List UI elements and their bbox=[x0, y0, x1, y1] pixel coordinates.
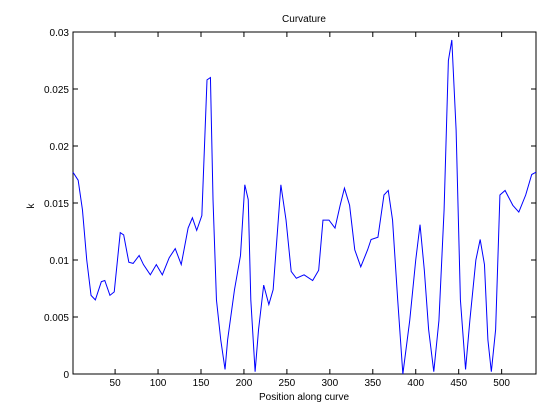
y-tick-label: 0.03 bbox=[50, 28, 70, 39]
x-tick-label: 300 bbox=[321, 378, 338, 389]
x-tick-label: 100 bbox=[150, 378, 167, 389]
data-line bbox=[72, 39, 537, 375]
x-tick-label: 500 bbox=[493, 378, 510, 389]
y-tick-label: 0 bbox=[63, 370, 69, 381]
x-tick-label: 50 bbox=[110, 378, 122, 389]
x-tick-label: 450 bbox=[450, 378, 467, 389]
y-tick-label: 0.005 bbox=[44, 313, 69, 324]
x-tick-label: 250 bbox=[279, 378, 296, 389]
y-tick-label: 0.01 bbox=[50, 256, 70, 267]
y-tick-label: 0.025 bbox=[44, 85, 69, 96]
y-tick-label: 0.015 bbox=[44, 199, 69, 210]
x-tick-label: 400 bbox=[407, 378, 424, 389]
y-tick-label: 0.02 bbox=[50, 142, 70, 153]
x-tick-label: 350 bbox=[364, 378, 381, 389]
x-tick-label: 150 bbox=[193, 378, 210, 389]
plot-frame bbox=[72, 31, 537, 375]
chart-title: Curvature bbox=[282, 14, 326, 25]
x-axis-label: Position along curve bbox=[259, 392, 349, 403]
x-tick-label: 200 bbox=[236, 378, 253, 389]
y-axis-label: k bbox=[26, 203, 37, 209]
